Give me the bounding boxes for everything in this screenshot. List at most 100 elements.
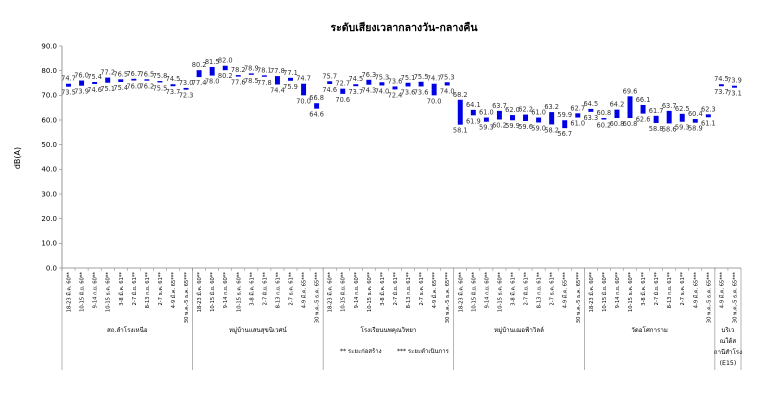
data-label-upper: 64.5 bbox=[583, 100, 598, 108]
data-label-upper: 69.6 bbox=[623, 87, 638, 95]
x-tick-label: 8-13 ก.ย. 61** bbox=[406, 272, 412, 309]
x-tick-label: 30 พ.ค.-5 ธ.ค. 65*** bbox=[576, 272, 582, 324]
bar bbox=[157, 81, 163, 83]
group-label-line: ณใต้ส bbox=[720, 337, 737, 345]
data-label-upper: 66.8 bbox=[309, 94, 324, 102]
data-label-lower: 78.5 bbox=[244, 77, 259, 85]
bar bbox=[274, 76, 280, 85]
y-tick-label: 60.0 bbox=[41, 116, 57, 124]
data-label-upper: 82.0 bbox=[218, 57, 233, 65]
bar bbox=[470, 109, 476, 116]
x-tick-label: 3-8 มี.ค. 61** bbox=[509, 272, 516, 306]
data-label-lower: 73.7 bbox=[348, 88, 363, 96]
data-label-upper: 75.8 bbox=[153, 72, 168, 80]
x-tick-label: 3-8 มี.ค. 61** bbox=[118, 272, 125, 306]
data-label-upper: 76.7 bbox=[126, 70, 141, 78]
data-label-upper: 64.2 bbox=[610, 101, 625, 109]
data-label-lower: 75.1 bbox=[100, 85, 115, 93]
x-tick-label: 18-23 มี.ค. 60** bbox=[457, 272, 464, 313]
bar bbox=[288, 77, 293, 81]
x-tick-label: 2-7 ธ.ค. 61** bbox=[289, 272, 295, 306]
data-label-lower: 72.4 bbox=[388, 91, 403, 99]
data-label-lower: 73.6 bbox=[414, 88, 429, 96]
bar bbox=[196, 70, 202, 78]
bar bbox=[705, 114, 711, 118]
y-tick-label: 80.0 bbox=[41, 67, 57, 75]
bar bbox=[248, 73, 254, 75]
data-label-upper: 74.7 bbox=[296, 75, 311, 83]
data-labels: 74.7 73.5 76.0 73.9 75.4 74.6 77.2 75.1 76.5 75.4… bbox=[61, 57, 742, 138]
x-tick-label: 8-13 ก.ย. 61** bbox=[537, 272, 543, 309]
data-label-upper: 77.2 bbox=[100, 69, 115, 77]
data-label-lower: 73.6 bbox=[401, 88, 416, 96]
x-tick-label: 3-8 มี.ค. 61** bbox=[640, 272, 647, 306]
bar bbox=[575, 113, 581, 118]
bar bbox=[418, 81, 424, 87]
data-label-lower: 61.0 bbox=[570, 120, 585, 128]
x-tick-label: 8-13 ก.ย. 61** bbox=[667, 272, 673, 309]
bar bbox=[392, 86, 398, 90]
data-label-lower: 76.2 bbox=[140, 83, 155, 91]
data-label-lower: 58.1 bbox=[453, 127, 468, 135]
note-construction: ** ระยะก่อสร้าง bbox=[340, 348, 382, 355]
data-label-lower: 60.2 bbox=[492, 122, 507, 130]
data-label-upper: 74.7 bbox=[427, 75, 442, 83]
data-label-upper: 59.9 bbox=[557, 111, 572, 119]
data-label-lower: 60.8 bbox=[610, 120, 625, 128]
bar bbox=[379, 82, 385, 86]
data-label-upper: 72.7 bbox=[335, 80, 350, 88]
x-tick-label: 10-15 ธ.ค. 60** bbox=[236, 272, 242, 313]
data-label-lower: 74.6 bbox=[322, 86, 337, 94]
x-tick-label: 2-7 ธ.ค. 61** bbox=[158, 272, 164, 306]
x-tick-label: 9-14 ก.ย. 60** bbox=[484, 272, 490, 309]
data-label-upper: 62.5 bbox=[675, 105, 690, 113]
x-tick-label: 2-7 มิ.ย. 61** bbox=[523, 272, 530, 306]
x-tick-label: 10-15 มิ.ย. 60** bbox=[79, 272, 86, 312]
data-label-upper: 75.1 bbox=[401, 74, 416, 82]
bar bbox=[366, 79, 372, 85]
bar bbox=[523, 114, 529, 121]
x-tick-label: 2-7 มิ.ย. 61** bbox=[392, 272, 399, 306]
group-labels: สถ.ลำโรงเหนือ หมู่บ้านแสนสุขนิเวศน์ โรงเรี… bbox=[61, 268, 742, 370]
y-axis-label: dB(A) bbox=[13, 147, 22, 169]
x-tick-label: 2-7 มิ.ย. 61** bbox=[131, 272, 138, 306]
data-label-upper: 61.7 bbox=[649, 107, 664, 115]
data-label-lower: 56.7 bbox=[557, 130, 572, 138]
data-label-upper: 60.4 bbox=[688, 110, 703, 118]
data-label-upper: 62.2 bbox=[518, 106, 533, 114]
data-label-lower: 73.7 bbox=[166, 88, 181, 96]
data-label-lower: 74.0 bbox=[440, 87, 455, 95]
data-label-upper: 78.1 bbox=[257, 66, 272, 74]
x-tick-label: 9-14 ก.ย. 60** bbox=[223, 272, 229, 309]
data-label-lower: 60.2 bbox=[597, 122, 612, 130]
bar bbox=[431, 83, 437, 96]
data-label-upper: 76.5 bbox=[113, 70, 128, 78]
x-tick-label: 30 พ.ค.-5 ธ.ค. 65*** bbox=[184, 272, 190, 324]
data-label-upper: 75.4 bbox=[87, 73, 102, 81]
data-label-upper: 61.0 bbox=[479, 109, 494, 117]
group-label: วัดอโศการาม bbox=[631, 326, 668, 334]
data-label-upper: 63.7 bbox=[662, 102, 677, 110]
x-tick-label: 10-15 มิ.ย. 60** bbox=[340, 272, 347, 312]
bar bbox=[340, 88, 346, 94]
x-tick-label: 10-15 มิ.ย. 60** bbox=[601, 272, 608, 312]
x-tick-label: 3-8 มี.ค. 61** bbox=[248, 272, 255, 306]
data-label-lower: 77.8 bbox=[257, 79, 272, 87]
data-label-upper: 75.5 bbox=[414, 73, 429, 81]
chart-title: ระดับเสียงเวลากลางวัน-กลางคืน bbox=[330, 21, 478, 34]
data-label-lower: 59.3 bbox=[479, 124, 494, 132]
bar bbox=[640, 104, 646, 114]
x-tick-label: 8-13 ก.ย. 61** bbox=[145, 272, 151, 309]
bar bbox=[562, 120, 568, 129]
bar bbox=[601, 118, 607, 120]
bar bbox=[666, 110, 672, 124]
bar bbox=[614, 109, 620, 119]
data-label-upper: 77.1 bbox=[283, 69, 298, 77]
data-label-lower: 73.7 bbox=[714, 88, 729, 96]
data-label-lower: 77.4 bbox=[192, 79, 207, 87]
bar bbox=[209, 66, 215, 76]
x-tick-label: 10-15 มิ.ย. 60** bbox=[209, 272, 216, 312]
data-label-lower: 73.9 bbox=[74, 88, 89, 96]
bar bbox=[144, 79, 150, 81]
